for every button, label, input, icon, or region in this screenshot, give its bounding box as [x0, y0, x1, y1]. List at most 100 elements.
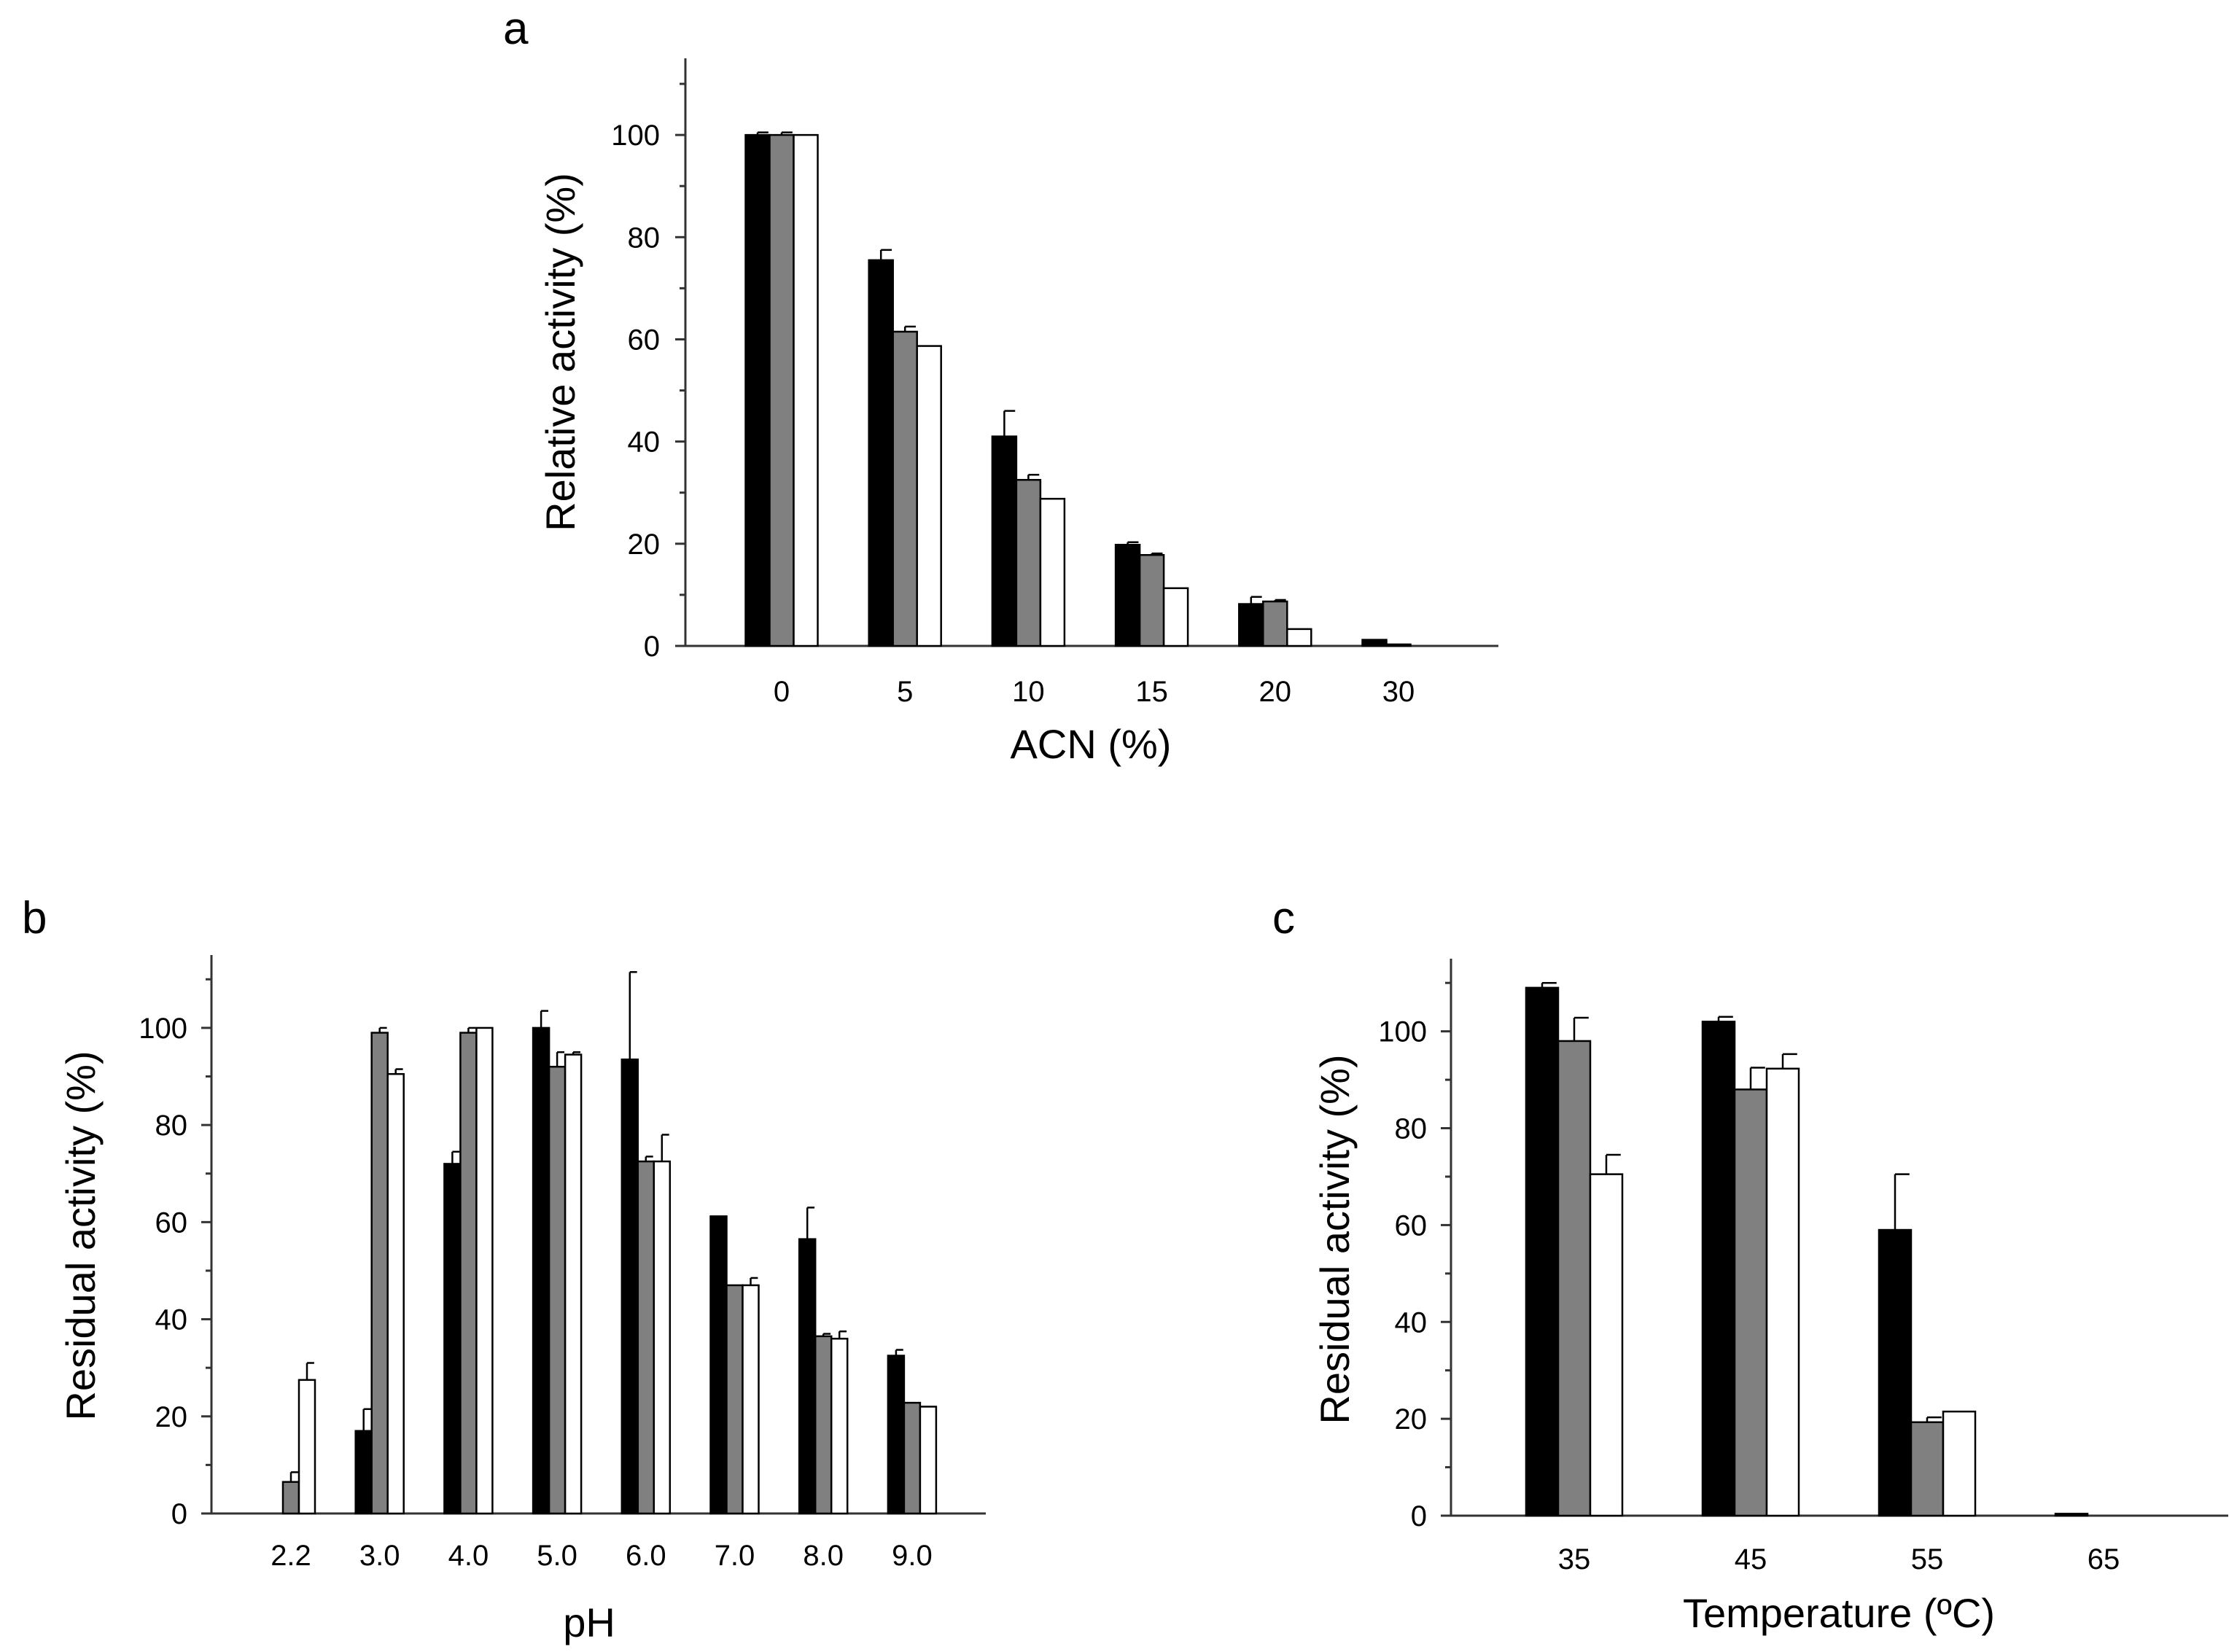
bar [370, 1032, 389, 1515]
y-tick-label: 0 [1411, 1500, 1427, 1532]
x-tick-label: 6.0 [626, 1540, 666, 1572]
x-tick-label: 5.0 [537, 1540, 577, 1572]
panel-letter: b [22, 893, 47, 943]
bar [798, 1238, 817, 1515]
bar [1138, 553, 1165, 647]
y-tick-label: 100 [1378, 1016, 1427, 1048]
x-tick-label: 9.0 [892, 1540, 933, 1572]
bar [1701, 1021, 1736, 1517]
y-tick-label: 40 [155, 1304, 188, 1336]
bar [297, 1379, 316, 1515]
bar [1361, 639, 1388, 647]
bar [919, 1406, 938, 1515]
bar [1910, 1421, 1945, 1517]
x-tick-label: 65 [2088, 1543, 2120, 1575]
x-tick-label: 35 [1558, 1543, 1591, 1575]
bar [744, 133, 771, 647]
bar [1942, 1410, 1977, 1517]
bar [725, 1284, 744, 1515]
panel-b-chart: b 0 20 40 60 80 100 2.2 3.0 4.0 5.0 6.0 7.0 8.0 9.0 pH R… [22, 893, 986, 1645]
bar [868, 259, 894, 647]
bar [1238, 603, 1264, 647]
bar [1589, 1173, 1624, 1517]
bar [281, 1481, 300, 1515]
x-tick-label: 10 [1012, 676, 1045, 708]
x-tick-label: 15 [1135, 676, 1168, 708]
panel-letter: c [1272, 893, 1295, 943]
bar [1015, 478, 1042, 647]
bar [354, 1430, 373, 1515]
x-tick-label: 0 [774, 676, 790, 708]
panel-letter: a [503, 4, 529, 54]
y-tick-label: 20 [628, 529, 661, 561]
bar [475, 1026, 494, 1515]
bar [1162, 587, 1189, 647]
x-tick-label: 8.0 [803, 1540, 844, 1572]
bar [653, 1160, 672, 1515]
y-axis-title: Residual activity (%) [58, 1051, 104, 1420]
bar [709, 1215, 728, 1515]
panel-c-chart: c 0 20 40 60 80 100 35 45 55 65 Temperature (ºC) Res… [1272, 893, 2228, 1636]
x-axis-title: pH [563, 1600, 615, 1645]
bar [1262, 600, 1288, 647]
y-tick-label: 100 [139, 1013, 187, 1045]
bar [1525, 986, 1560, 1517]
x-tick-label: 7.0 [715, 1540, 755, 1572]
x-tick-label: 30 [1382, 676, 1415, 708]
x-tick-label: 45 [1735, 1543, 1767, 1575]
bar [532, 1026, 551, 1515]
x-tick-label: 4.0 [448, 1540, 489, 1572]
bar [1557, 1040, 1592, 1517]
bar [903, 1401, 922, 1515]
bar [1385, 643, 1412, 647]
bar [1878, 1228, 1913, 1517]
bar [2054, 1513, 2089, 1517]
bar [742, 1284, 760, 1515]
x-axis-title: ACN (%) [1011, 721, 1172, 767]
bar [386, 1072, 405, 1515]
panel-a-chart: a 0 20 40 60 80 100 0 5 10 15 20 30 ACN (%) Relative a… [503, 4, 1498, 767]
y-axis-title: Relative activity (%) [537, 173, 583, 531]
y-tick-label: 80 [628, 222, 661, 254]
bar [443, 1163, 462, 1515]
bar [459, 1032, 478, 1515]
bar [830, 1337, 849, 1515]
y-tick-label: 40 [1395, 1306, 1428, 1339]
y-tick-label: 20 [1395, 1403, 1428, 1435]
x-tick-label: 20 [1259, 676, 1292, 708]
x-tick-label: 3.0 [359, 1540, 400, 1572]
y-axis-title: Residual activity (%) [1312, 1054, 1358, 1424]
x-axis-title: Temperature (ºC) [1683, 1590, 1995, 1636]
y-tick-label: 80 [1395, 1113, 1428, 1145]
bar [620, 1058, 639, 1515]
x-tick-label: 55 [1911, 1543, 1944, 1575]
y-tick-label: 60 [1395, 1209, 1428, 1242]
bar [1039, 497, 1066, 647]
y-tick-label: 40 [628, 426, 661, 459]
y-tick-label: 0 [644, 631, 660, 663]
y-tick-label: 100 [611, 120, 660, 152]
bar [1733, 1088, 1768, 1517]
bar [1765, 1067, 1800, 1517]
bar [769, 133, 795, 647]
bar [564, 1053, 583, 1515]
bar [916, 345, 942, 647]
bar [548, 1065, 567, 1515]
bar [793, 133, 819, 647]
bar [637, 1160, 655, 1515]
bar [887, 1355, 906, 1515]
y-tick-label: 80 [155, 1110, 188, 1142]
bar [991, 435, 1018, 647]
bar [814, 1335, 833, 1515]
x-tick-label: 2.2 [271, 1540, 311, 1572]
y-tick-label: 0 [171, 1498, 187, 1530]
bar [1286, 628, 1312, 647]
bar [892, 330, 918, 647]
x-tick-label: 5 [897, 676, 913, 708]
y-tick-label: 60 [155, 1207, 188, 1239]
bar [1114, 543, 1141, 647]
y-tick-label: 60 [628, 324, 661, 356]
y-tick-label: 20 [155, 1401, 188, 1433]
